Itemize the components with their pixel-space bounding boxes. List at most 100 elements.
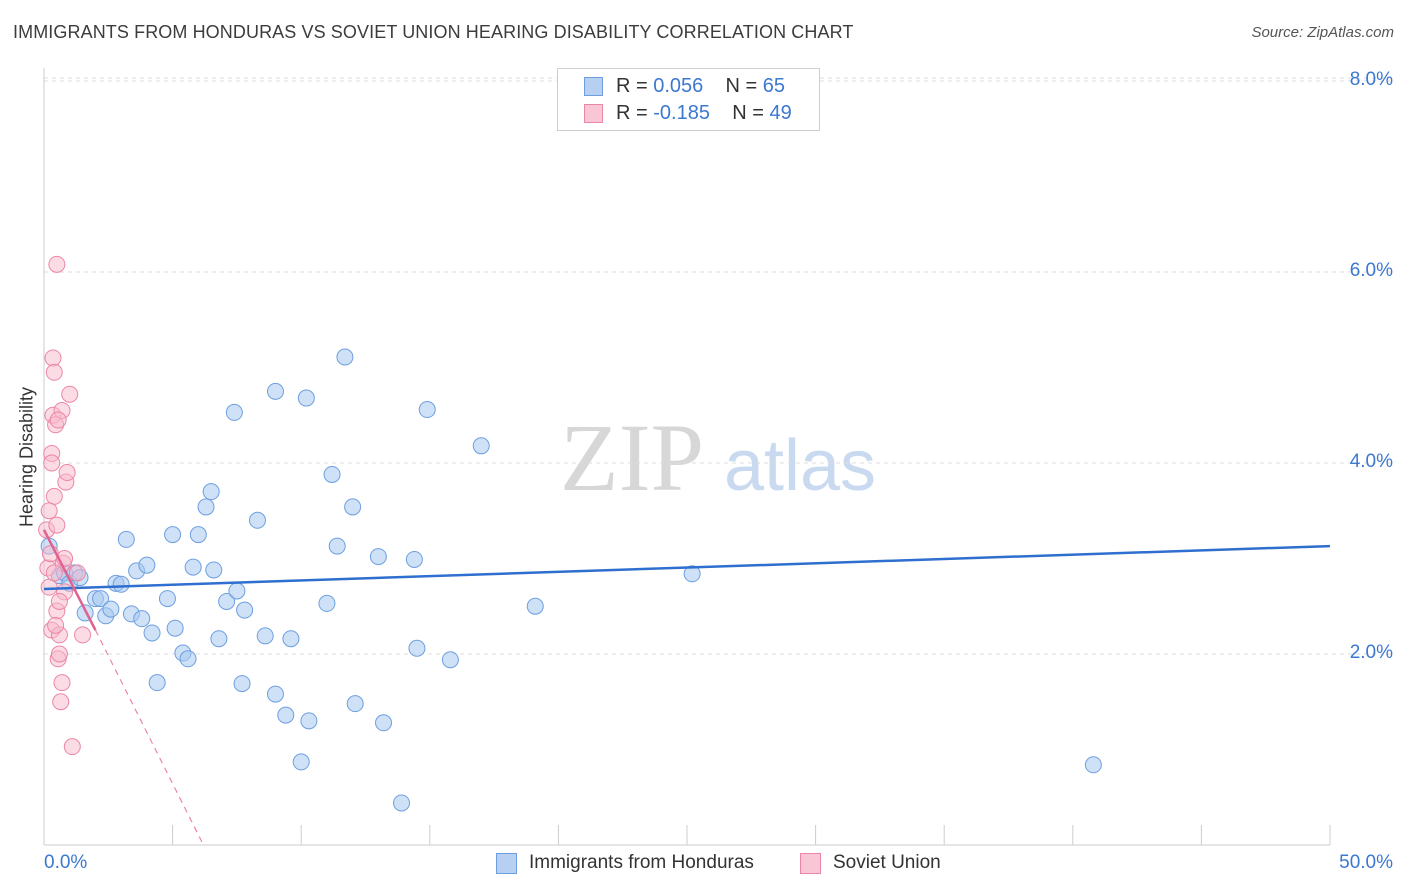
y-tick-label: 2.0%: [1349, 642, 1393, 663]
data-point-honduras: [266, 685, 284, 703]
data-point-honduras: [143, 624, 161, 642]
data-point-honduras: [102, 600, 120, 618]
data-point-honduras: [318, 594, 336, 612]
legend-n-value: 49: [769, 102, 792, 124]
bottom-legend-label-honduras: Immigrants from Honduras: [529, 852, 754, 873]
data-point-soviet: [49, 411, 67, 429]
legend-n-label: N =: [732, 102, 764, 124]
data-point-honduras: [441, 651, 459, 669]
source-label: Source: ZipAtlas.com: [1251, 24, 1394, 41]
y-tick-label: 8.0%: [1349, 69, 1393, 90]
data-point-honduras: [166, 619, 184, 637]
data-point-soviet: [45, 363, 63, 381]
data-point-soviet: [53, 674, 71, 692]
data-point-honduras: [683, 565, 701, 583]
data-point-honduras: [158, 590, 176, 608]
legend-swatch-soviet: [584, 104, 603, 123]
legend-n-label: N =: [725, 75, 758, 97]
data-point-honduras: [375, 714, 393, 732]
chart-title: IMMIGRANTS FROM HONDURAS VS SOVIET UNION…: [13, 22, 854, 42]
data-point-soviet: [40, 578, 58, 596]
data-point-soviet: [50, 645, 68, 663]
data-point-honduras: [218, 592, 236, 610]
data-point-honduras: [393, 794, 411, 812]
series-soviet-union: [38, 255, 92, 756]
legend-text-honduras: R = 0.056 N = 65: [616, 75, 785, 98]
data-point-honduras: [256, 627, 274, 645]
x-tick-label-min: 0.0%: [44, 852, 88, 873]
trend-lines: [42, 529, 1331, 846]
data-point-soviet: [47, 616, 65, 634]
data-point-honduras: [297, 389, 315, 407]
legend-r-value: -0.185: [653, 102, 710, 124]
data-point-soviet: [50, 592, 68, 610]
data-point-honduras: [236, 601, 254, 619]
data-point-honduras: [328, 537, 346, 555]
data-point-honduras: [164, 526, 182, 544]
data-point-soviet: [63, 738, 81, 756]
watermark: ZIP atlas: [560, 404, 876, 511]
data-point-honduras: [112, 575, 130, 593]
bottom-legend-label-soviet: Soviet Union: [833, 852, 941, 873]
data-point-honduras: [205, 561, 223, 579]
data-point-honduras: [282, 630, 300, 648]
data-point-honduras: [248, 511, 266, 529]
data-point-honduras: [117, 530, 135, 548]
trend-extension-soviet: [94, 629, 205, 846]
watermark-atlas: atlas: [724, 426, 876, 506]
data-point-soviet: [40, 502, 58, 520]
data-point-soviet: [58, 464, 76, 482]
data-point-honduras: [233, 675, 251, 693]
data-point-soviet: [68, 564, 86, 582]
trend-line-honduras: [43, 544, 1331, 591]
data-point-honduras: [148, 674, 166, 692]
data-point-honduras: [346, 695, 364, 713]
data-point-honduras: [138, 556, 156, 574]
data-point-honduras: [300, 712, 318, 730]
data-point-honduras: [418, 401, 436, 419]
data-point-soviet: [48, 255, 66, 273]
x-tick-label-max: 50.0%: [1339, 852, 1393, 873]
data-point-honduras: [179, 650, 197, 668]
data-point-honduras: [133, 610, 151, 628]
data-point-honduras: [202, 483, 220, 501]
data-point-honduras: [323, 465, 341, 483]
data-point-honduras: [1084, 756, 1102, 774]
correlation-legend: R = 0.056 N = 65 R = -0.185 N = 49: [557, 68, 820, 131]
data-point-honduras: [184, 558, 202, 576]
legend-swatch-honduras: [584, 77, 603, 96]
data-point-honduras: [92, 590, 110, 608]
data-point-honduras: [405, 550, 423, 568]
data-point-soviet: [61, 385, 79, 403]
data-point-soviet: [44, 349, 62, 367]
data-point-honduras: [225, 403, 243, 421]
data-point-honduras: [336, 348, 354, 366]
data-point-honduras: [189, 526, 207, 544]
legend-r-label: R =: [616, 102, 648, 124]
y-tick-label: 6.0%: [1349, 260, 1393, 281]
data-point-honduras: [292, 753, 310, 771]
legend-r-label: R =: [616, 75, 648, 97]
data-point-soviet: [52, 693, 70, 711]
data-point-honduras: [369, 548, 387, 566]
trend-line-soviet: [42, 529, 97, 631]
data-point-honduras: [472, 437, 490, 455]
bottom-legend-swatch-honduras: [496, 853, 517, 874]
legend-n-value: 65: [762, 75, 786, 97]
data-point-soviet: [45, 564, 63, 582]
data-point-honduras: [197, 498, 215, 516]
data-point-honduras: [266, 382, 284, 400]
data-point-soviet: [48, 516, 66, 534]
data-point-honduras: [344, 498, 362, 516]
y-tick-label: 4.0%: [1349, 451, 1393, 472]
bottom-legend-swatch-soviet: [800, 853, 821, 874]
data-point-honduras: [277, 706, 295, 724]
data-point-soviet: [43, 454, 61, 472]
legend-text-soviet: R = -0.185 N = 49: [616, 102, 792, 125]
data-point-honduras: [210, 630, 228, 648]
legend-r-value: 0.056: [653, 75, 704, 97]
data-point-soviet: [45, 487, 63, 505]
data-point-soviet: [74, 626, 92, 644]
data-point-honduras: [526, 597, 544, 615]
